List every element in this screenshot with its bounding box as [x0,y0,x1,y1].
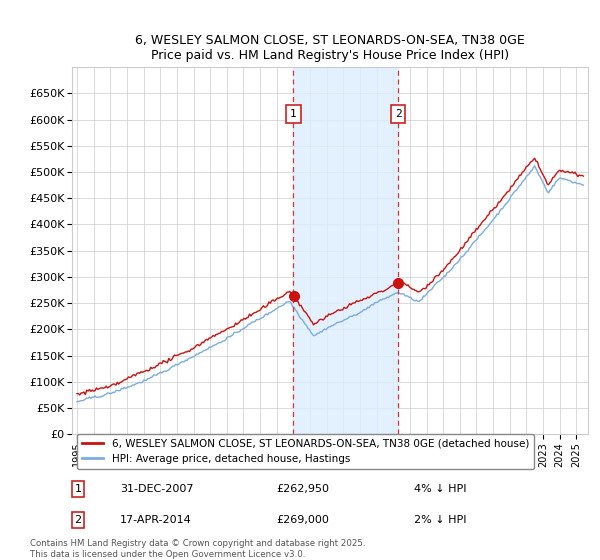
Text: £262,950: £262,950 [276,484,329,494]
Text: 1: 1 [74,484,82,494]
Text: 31-DEC-2007: 31-DEC-2007 [120,484,193,494]
Legend: 6, WESLEY SALMON CLOSE, ST LEONARDS-ON-SEA, TN38 0GE (detached house), HPI: Aver: 6, WESLEY SALMON CLOSE, ST LEONARDS-ON-S… [77,433,534,469]
Text: 2: 2 [74,515,82,525]
Text: Contains HM Land Registry data © Crown copyright and database right 2025.
This d: Contains HM Land Registry data © Crown c… [30,539,365,559]
Text: 1: 1 [290,109,297,119]
Text: 17-APR-2014: 17-APR-2014 [120,515,192,525]
Text: 2% ↓ HPI: 2% ↓ HPI [414,515,467,525]
Bar [293,67,398,434]
Text: £269,000: £269,000 [276,515,329,525]
Text: 2: 2 [395,109,401,119]
Title: 6, WESLEY SALMON CLOSE, ST LEONARDS-ON-SEA, TN38 0GE
Price paid vs. HM Land Regi: 6, WESLEY SALMON CLOSE, ST LEONARDS-ON-S… [135,34,525,62]
Text: 4% ↓ HPI: 4% ↓ HPI [414,484,467,494]
